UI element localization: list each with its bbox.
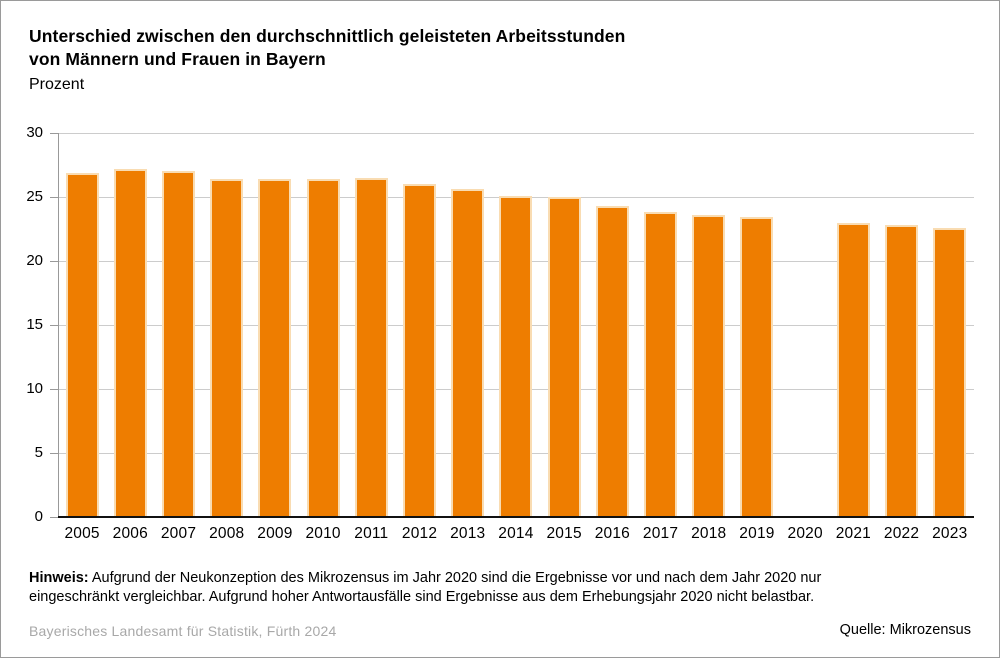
y-tick-30: [50, 133, 58, 134]
bar-slot-2005: [58, 173, 106, 517]
chart-title-line2: von Männern und Frauen in Bayern: [29, 49, 326, 69]
y-tick-label-15: 15: [26, 316, 43, 333]
bar-slot-2014: [492, 196, 540, 517]
x-tick-label-2014: 2014: [498, 525, 534, 542]
bar-2007: [162, 171, 195, 517]
x-tick-label-2019: 2019: [739, 525, 775, 542]
bar-slot-2017: [636, 212, 684, 517]
plot-area: 0 5 10 15 20 25 30: [26, 124, 974, 525]
x-tick-label-2010: 2010: [305, 525, 341, 542]
bar-2013: [451, 189, 485, 517]
y-tick-label-30: 30: [26, 124, 43, 141]
x-tick-label-2015: 2015: [546, 525, 582, 542]
bar-2006: [113, 169, 147, 517]
bar-slot-2019: [733, 217, 781, 517]
x-tick-label-2012: 2012: [401, 525, 438, 542]
bar-2014: [499, 196, 533, 517]
x-tick-label-2016: 2016: [594, 525, 630, 542]
x-tick-label-2008: 2008: [209, 525, 245, 542]
x-axis-labels: 2005 2006 2007 2008 2009 2010 2011 2012 2013 2014…: [58, 524, 974, 544]
x-tick-label-2006: 2006: [112, 525, 148, 542]
bar-slot-2018: [685, 215, 733, 517]
y-tick-label-20: 20: [26, 252, 43, 269]
bar-2010: [306, 179, 340, 517]
bar-slot-2022: [877, 225, 925, 517]
footnote: Hinweis: Aufgrund der Neukonzeption des …: [29, 569, 979, 607]
title-block: Unterschied zwischen den durchschnittlic…: [29, 25, 625, 96]
bar-2015: [547, 197, 581, 517]
x-tick-label-2021: 2021: [835, 525, 871, 542]
bar-2019: [740, 217, 774, 517]
y-tick-10: [50, 389, 58, 390]
bar-2005: [65, 173, 99, 517]
bar-slot-2009: [251, 179, 299, 517]
gridline-30: [58, 133, 974, 134]
bar-slot-2021: [829, 223, 877, 517]
bar-slot-2016: [588, 206, 636, 517]
bar-2018: [692, 215, 726, 517]
source-credit: Quelle: Mikrozensus: [839, 622, 971, 638]
x-tick-label-2023: 2023: [932, 525, 968, 542]
bar-slot-2012: [395, 184, 443, 517]
chart-unit-label: Prozent: [29, 76, 85, 93]
x-tick-label-2007: 2007: [160, 525, 197, 542]
bar-2022: [885, 225, 919, 517]
bar-2011: [354, 178, 388, 517]
x-tick-label-2011: 2011: [354, 525, 389, 542]
x-tick-label-2018: 2018: [691, 525, 727, 542]
x-tick-label-2022: 2022: [883, 525, 920, 542]
bar-2008: [210, 179, 244, 517]
y-tick-label-0: 0: [34, 508, 43, 525]
y-tick-15: [50, 325, 58, 326]
bar-slot-2011: [347, 178, 395, 517]
x-tick-label-2017: 2017: [642, 525, 679, 542]
footnote-label: Hinweis:: [29, 570, 89, 586]
y-tick-label-10: 10: [26, 380, 43, 397]
x-tick-label-2013: 2013: [450, 525, 486, 542]
x-tick-label-2020: 2020: [787, 525, 823, 542]
y-tick-0: [50, 517, 58, 518]
y-tick-label-25: 25: [26, 188, 43, 205]
bars-row: [58, 133, 974, 517]
bar-slot-2013: [444, 189, 492, 517]
x-tick-label-2005: 2005: [64, 525, 100, 542]
y-axis-line: [58, 133, 59, 517]
y-tick-25: [50, 197, 58, 198]
chart-title-line1: Unterschied zwischen den durchschnittlic…: [29, 26, 626, 46]
footnote-line2: eingeschränkt vergleichbar. Aufgrund hoh…: [29, 589, 815, 605]
y-tick-5: [50, 453, 58, 454]
bar-2021: [836, 223, 870, 517]
bar-slot-2010: [299, 179, 347, 517]
x-tick-label-2009: 2009: [257, 525, 293, 542]
bar-slot-2023: [926, 228, 974, 517]
bar-2023: [933, 228, 967, 517]
bar-2017: [644, 212, 678, 517]
bar-slot-2006: [106, 169, 154, 517]
bar-2012: [403, 184, 437, 517]
y-tick-label-5: 5: [34, 444, 43, 461]
footnote-line1: Aufgrund der Neukonzeption des Mikrozens…: [88, 570, 822, 586]
y-tick-20: [50, 261, 58, 262]
bar-slot-2015: [540, 197, 588, 517]
x-axis-line: [58, 516, 974, 518]
bar-slot-2007: [154, 171, 202, 517]
bar-2009: [258, 179, 292, 517]
bar-2016: [595, 206, 629, 517]
publisher-credit: Bayerisches Landesamt für Statistik, Für…: [29, 623, 337, 639]
bar-slot-2008: [203, 179, 251, 517]
